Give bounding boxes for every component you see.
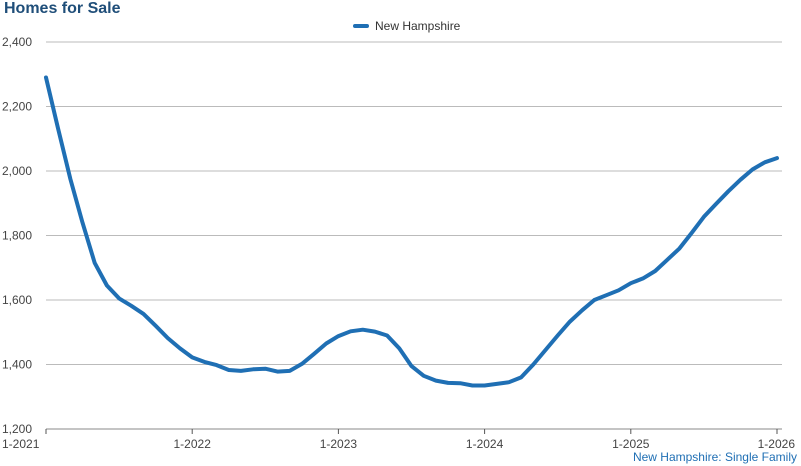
data-point bbox=[81, 221, 85, 225]
data-point bbox=[775, 156, 779, 160]
data-point bbox=[665, 258, 669, 262]
data-point bbox=[263, 367, 267, 371]
data-point bbox=[202, 360, 206, 364]
data-point bbox=[117, 296, 121, 300]
data-point bbox=[446, 381, 450, 385]
data-point bbox=[751, 167, 755, 171]
data-point bbox=[251, 367, 255, 371]
data-point bbox=[568, 320, 572, 324]
data-point bbox=[519, 375, 523, 379]
data-point bbox=[458, 381, 462, 385]
data-point bbox=[531, 363, 535, 367]
data-point bbox=[495, 382, 499, 386]
x-tick-label: 1-2023 bbox=[320, 437, 358, 451]
data-point bbox=[336, 334, 340, 338]
y-tick-label: 2,200 bbox=[2, 100, 32, 114]
data-point bbox=[544, 348, 548, 352]
data-point bbox=[641, 276, 645, 280]
data-point bbox=[629, 281, 633, 285]
data-point bbox=[714, 202, 718, 206]
data-point bbox=[275, 370, 279, 374]
data-point bbox=[288, 369, 292, 373]
data-point bbox=[556, 333, 560, 337]
x-tick-label: 1-2022 bbox=[174, 437, 212, 451]
legend-swatch bbox=[353, 24, 369, 28]
source-note: New Hampshire: Single Family bbox=[632, 450, 797, 464]
data-point bbox=[93, 261, 97, 265]
series-line-new-hampshire bbox=[44, 75, 779, 388]
data-point bbox=[44, 75, 48, 79]
data-point bbox=[726, 189, 730, 193]
x-tick-label: 1-2025 bbox=[612, 437, 650, 451]
y-tick-label: 2,000 bbox=[2, 164, 32, 178]
data-point bbox=[190, 355, 194, 359]
data-point bbox=[580, 308, 584, 312]
y-tick-label: 1,400 bbox=[2, 358, 32, 372]
data-point bbox=[422, 374, 426, 378]
data-point bbox=[239, 369, 243, 373]
data-point bbox=[129, 304, 133, 308]
data-point bbox=[349, 329, 353, 333]
data-point bbox=[678, 246, 682, 250]
y-tick-label: 1,600 bbox=[2, 293, 32, 307]
y-tick-label: 1,800 bbox=[2, 229, 32, 243]
data-point bbox=[56, 127, 60, 131]
chart-title: Homes for Sale bbox=[4, 0, 121, 17]
series-layer bbox=[44, 75, 779, 388]
data-point bbox=[434, 379, 438, 383]
data-point bbox=[653, 269, 657, 273]
data-point bbox=[166, 336, 170, 340]
data-point bbox=[483, 383, 487, 387]
data-point bbox=[68, 177, 72, 181]
x-tick-label: 1-2024 bbox=[466, 437, 504, 451]
x-tick-label: 1-2021 bbox=[2, 437, 40, 451]
data-point bbox=[410, 364, 414, 368]
data-point bbox=[324, 342, 328, 346]
data-point bbox=[690, 231, 694, 235]
legend: New Hampshire bbox=[353, 19, 460, 33]
data-point bbox=[385, 333, 389, 337]
data-point bbox=[470, 383, 474, 387]
legend-label: New Hampshire bbox=[375, 19, 461, 33]
data-point bbox=[617, 288, 621, 292]
data-point bbox=[154, 324, 158, 328]
x-tick-label: 1-2026 bbox=[758, 437, 796, 451]
data-point bbox=[227, 368, 231, 372]
data-point bbox=[507, 380, 511, 384]
y-tick-label: 2,400 bbox=[2, 35, 32, 49]
data-point bbox=[373, 330, 377, 334]
data-point bbox=[141, 312, 145, 316]
data-point bbox=[397, 346, 401, 350]
data-point bbox=[300, 362, 304, 366]
data-point bbox=[178, 346, 182, 350]
data-point bbox=[763, 160, 767, 164]
data-point bbox=[215, 363, 219, 367]
axes: 1,200 1,400 1,600 1,800 2,000 2,200 2,400 1-202… bbox=[2, 35, 795, 451]
data-point bbox=[312, 352, 316, 356]
data-point bbox=[361, 328, 365, 332]
data-point bbox=[702, 215, 706, 219]
data-point bbox=[592, 298, 596, 302]
gridlines bbox=[46, 41, 782, 365]
data-point bbox=[738, 178, 742, 182]
y-tick-label: 1,200 bbox=[2, 422, 32, 436]
data-point bbox=[604, 293, 608, 297]
data-point bbox=[105, 283, 109, 287]
